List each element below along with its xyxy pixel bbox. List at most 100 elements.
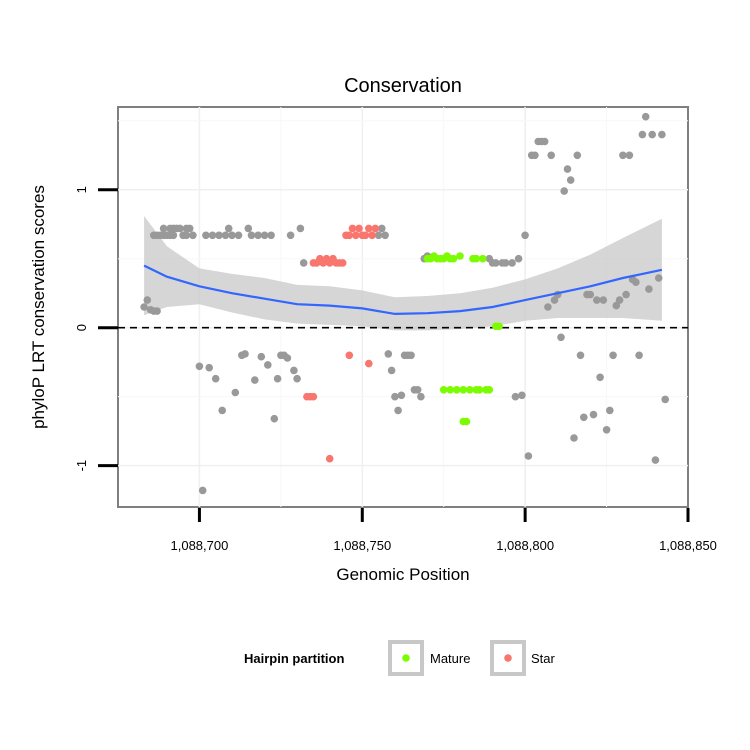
- point-other: [299, 259, 308, 267]
- point-other: [143, 296, 152, 304]
- point-mature: [466, 386, 474, 394]
- point-other: [140, 303, 148, 311]
- legend-dot-star: [504, 654, 512, 662]
- point-other: [589, 410, 598, 419]
- point-other: [189, 231, 197, 240]
- point-other: [570, 434, 578, 442]
- point-other: [576, 351, 585, 360]
- point-other: [387, 366, 396, 375]
- point-other: [384, 350, 393, 358]
- point-mature: [456, 252, 464, 260]
- point-other: [159, 224, 168, 233]
- point-other: [205, 363, 213, 372]
- legend-title: Hairpin partition: [244, 651, 344, 666]
- point-mature: [462, 417, 471, 426]
- point-other: [508, 259, 516, 267]
- point-other: [211, 374, 220, 383]
- point-other: [514, 254, 523, 263]
- point-other: [286, 231, 295, 240]
- point-other: [215, 231, 223, 240]
- point-other: [521, 231, 529, 240]
- point-other: [283, 354, 292, 362]
- legend-key-mature: [388, 640, 424, 676]
- point-other: [596, 373, 604, 382]
- point-mature: [449, 254, 458, 263]
- point-other: [619, 151, 627, 160]
- point-other: [661, 395, 669, 404]
- point-mature: [472, 254, 481, 263]
- point-other: [270, 414, 279, 423]
- point-other: [394, 406, 402, 415]
- point-other: [169, 231, 178, 240]
- point-other: [260, 231, 269, 240]
- confidence-ribbon: [144, 216, 662, 331]
- point-other: [241, 350, 249, 358]
- point-other: [218, 406, 226, 415]
- legend-label-mature: Mature: [430, 651, 470, 666]
- point-other: [208, 231, 217, 240]
- point-other: [244, 224, 253, 233]
- point-other: [524, 452, 533, 460]
- x-axis-tick-label: 1,088,700: [171, 538, 229, 553]
- point-other: [648, 130, 656, 139]
- point-other: [638, 130, 647, 139]
- point-other: [645, 285, 653, 293]
- legend-label-star: Star: [531, 651, 556, 666]
- point-star: [348, 224, 357, 233]
- point-other: [234, 231, 243, 240]
- point-other: [615, 296, 624, 304]
- point-other: [547, 151, 555, 160]
- point-other: [501, 259, 510, 267]
- legend-item-star: Star: [490, 640, 556, 676]
- point-other: [580, 413, 588, 422]
- point-other: [641, 112, 650, 121]
- legend: Hairpin partition Mature Star: [244, 640, 556, 676]
- point-other: [550, 296, 559, 304]
- point-mature: [452, 386, 461, 394]
- x-axis-title: Genomic Position: [336, 565, 469, 584]
- point-other: [176, 224, 184, 233]
- axes-layer: 1,088,700 1,088,750 1,088,800 1,088,850 -1 0 1: [74, 186, 717, 553]
- point-other: [296, 224, 305, 233]
- point-other: [540, 137, 549, 146]
- point-star: [325, 454, 334, 463]
- point-other: [267, 231, 275, 240]
- point-other: [573, 151, 582, 160]
- point-other: [264, 361, 272, 369]
- point-other: [531, 151, 539, 160]
- point-other: [251, 376, 259, 384]
- point-star: [355, 224, 363, 233]
- point-other: [153, 307, 161, 315]
- point-other: [609, 351, 617, 360]
- point-mature: [479, 254, 487, 263]
- point-other: [557, 333, 565, 342]
- point-other: [599, 296, 608, 304]
- point-other: [198, 486, 207, 495]
- chart-title: Conservation: [344, 75, 462, 97]
- point-other: [407, 351, 415, 360]
- point-other: [632, 278, 640, 287]
- confidence-ribbon-layer: [144, 216, 662, 331]
- point-other: [593, 296, 601, 304]
- point-other: [195, 362, 204, 371]
- point-other: [381, 231, 389, 240]
- smooth-trend-line: [143, 264, 663, 316]
- point-other: [612, 301, 621, 310]
- point-other: [413, 386, 422, 394]
- point-mature: [495, 322, 503, 331]
- point-other: [544, 303, 552, 311]
- point-star: [345, 351, 354, 360]
- point-star: [309, 392, 318, 401]
- point-other: [247, 231, 256, 240]
- x-axis-tick-label: 1,088,800: [496, 538, 554, 553]
- point-other: [290, 366, 298, 375]
- point-other: [563, 165, 572, 173]
- y-axis-tick-label: -1: [74, 460, 89, 472]
- y-axis-tick-label: 0: [74, 324, 89, 331]
- point-other: [586, 290, 595, 299]
- point-other: [635, 351, 643, 360]
- point-star: [338, 259, 347, 267]
- point-mature: [439, 386, 448, 394]
- point-other: [391, 392, 399, 401]
